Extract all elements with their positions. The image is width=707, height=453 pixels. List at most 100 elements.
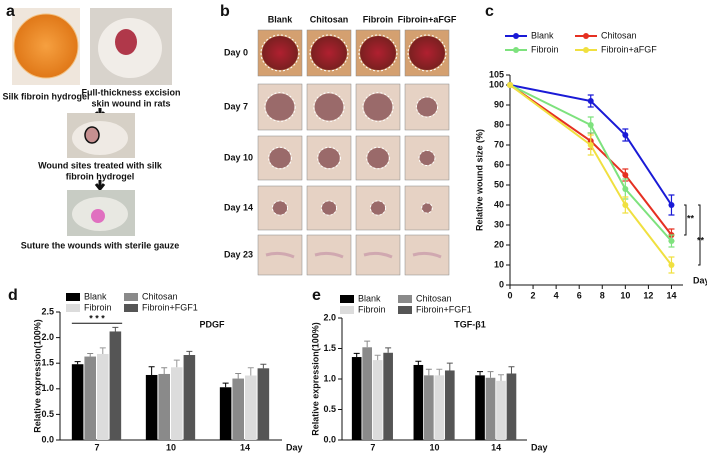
error-bar bbox=[222, 382, 229, 388]
legend-marker bbox=[583, 33, 589, 39]
y-tick-label: 0.0 bbox=[41, 434, 54, 444]
wound-outline bbox=[260, 34, 300, 72]
y-tick-label: 1.0 bbox=[41, 383, 54, 393]
caption: Full-thickness excision bbox=[81, 87, 180, 97]
error-bar bbox=[87, 352, 94, 357]
wound bbox=[321, 201, 337, 215]
x-tick-label: 8 bbox=[600, 290, 605, 300]
chart-title: PDGF bbox=[199, 319, 225, 329]
wound bbox=[272, 201, 288, 215]
gauze bbox=[91, 209, 105, 223]
bar bbox=[506, 373, 517, 440]
legend-swatch bbox=[66, 304, 80, 312]
y-tick-label: 100 bbox=[489, 79, 504, 89]
wound-outline bbox=[418, 149, 436, 167]
x-tick-label: 0 bbox=[507, 290, 512, 300]
y-axis-label: Relative expression(100%) bbox=[32, 319, 42, 433]
legend-label: Fibroin+aFGF bbox=[601, 44, 657, 54]
data-point bbox=[668, 238, 675, 244]
x-tick-label: 7 bbox=[370, 442, 375, 452]
bar bbox=[372, 360, 383, 440]
legend-label: Fibroin bbox=[531, 44, 559, 54]
error-bar bbox=[235, 372, 242, 379]
bar bbox=[71, 364, 84, 440]
legend-label: Chitosan bbox=[601, 30, 637, 40]
error-bar bbox=[99, 347, 106, 354]
legend-label: Blank bbox=[84, 291, 107, 301]
caption: skin wound in rats bbox=[91, 98, 170, 108]
data-point bbox=[668, 202, 675, 208]
wound-outline bbox=[407, 34, 447, 72]
wound-outline bbox=[421, 202, 433, 214]
x-tick-label: 6 bbox=[577, 290, 582, 300]
y-tick-label: 2.5 bbox=[41, 306, 54, 316]
data-point bbox=[507, 82, 513, 88]
legend-marker bbox=[583, 47, 589, 53]
column-header: Fibroin bbox=[363, 14, 394, 24]
bar bbox=[424, 375, 434, 440]
error-bar bbox=[186, 350, 193, 356]
series-line bbox=[509, 84, 673, 266]
y-tick-label: 0.0 bbox=[323, 434, 336, 444]
error-bar bbox=[374, 354, 381, 361]
wound bbox=[419, 150, 435, 166]
wound bbox=[115, 29, 137, 55]
error-bar bbox=[415, 360, 422, 365]
annotation: * * * bbox=[89, 314, 105, 324]
x-axis-label: Day bbox=[693, 275, 707, 285]
legend-label: Fibroin bbox=[358, 304, 386, 314]
bar bbox=[475, 375, 485, 440]
data-point bbox=[622, 172, 629, 178]
legend-label: Blank bbox=[531, 30, 554, 40]
wound-outline bbox=[366, 146, 390, 170]
legend-label: Fibroin+FGF1 bbox=[416, 304, 472, 314]
wound bbox=[416, 97, 438, 117]
column-header: Chitosan bbox=[310, 14, 349, 24]
rat-body bbox=[72, 121, 128, 155]
series-line bbox=[509, 84, 673, 242]
x-tick-label: 14 bbox=[240, 442, 250, 452]
data-point bbox=[622, 186, 629, 192]
error-bar bbox=[436, 368, 443, 376]
error-bar bbox=[353, 352, 360, 358]
panel-label: d bbox=[8, 287, 18, 304]
bar bbox=[485, 377, 496, 440]
caption: fibroin hydrogel bbox=[66, 171, 135, 181]
column-header: Fibroin+aFGF bbox=[398, 14, 457, 24]
bar bbox=[413, 364, 424, 440]
bar bbox=[362, 347, 372, 440]
x-tick-label: 10 bbox=[620, 290, 630, 300]
arrow bbox=[94, 180, 106, 192]
bar bbox=[496, 380, 506, 440]
x-tick-label: 10 bbox=[429, 442, 439, 452]
row-label: Day 10 bbox=[224, 152, 253, 162]
y-tick-label: 2.0 bbox=[41, 332, 54, 342]
caption: Wound sites treated with silk bbox=[38, 160, 163, 170]
wound bbox=[409, 36, 445, 70]
error-bar bbox=[161, 367, 168, 374]
row-label: Day 7 bbox=[224, 101, 248, 111]
error-bar bbox=[112, 326, 119, 332]
legend-swatch bbox=[66, 293, 80, 301]
x-tick-label: 14 bbox=[491, 442, 501, 452]
annotation: ** bbox=[687, 213, 695, 223]
y-tick-label: 90 bbox=[494, 99, 504, 109]
y-tick-label: 0 bbox=[499, 279, 504, 289]
wound bbox=[84, 126, 100, 144]
error-bar bbox=[247, 367, 254, 376]
x-tick-label: 7 bbox=[94, 442, 99, 452]
bar bbox=[158, 373, 170, 440]
x-tick-label: 4 bbox=[554, 290, 559, 300]
legend-swatch bbox=[340, 306, 354, 314]
error-bar bbox=[260, 363, 267, 369]
y-tick-label: 0.5 bbox=[323, 404, 336, 414]
legend-label: Fibroin+FGF1 bbox=[142, 302, 198, 312]
bar bbox=[97, 353, 109, 440]
wound bbox=[367, 147, 389, 169]
bar bbox=[351, 357, 362, 440]
y-tick-label: 80 bbox=[494, 119, 504, 129]
row-label: Day 23 bbox=[224, 249, 253, 259]
wound bbox=[269, 147, 291, 169]
bar bbox=[245, 375, 257, 440]
